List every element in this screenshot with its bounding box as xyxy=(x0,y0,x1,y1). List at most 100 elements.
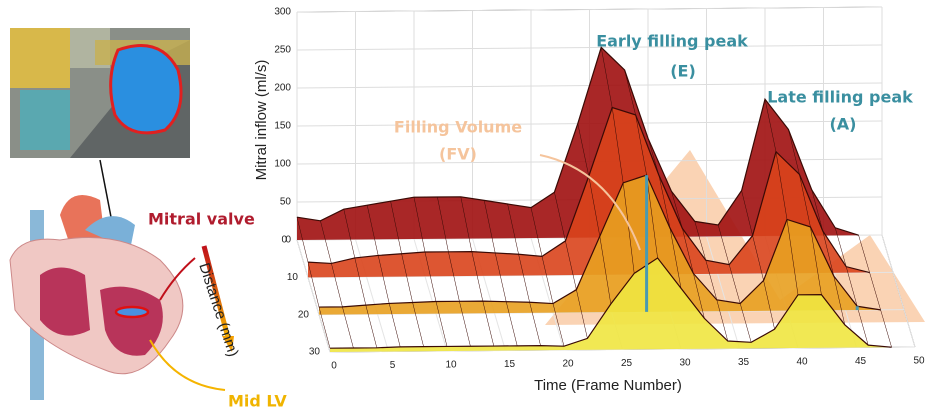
surface-mesh xyxy=(554,192,566,241)
surface-mesh xyxy=(390,201,402,254)
z-tick-label: 50 xyxy=(280,197,292,208)
mid-lv-label: Mid LV xyxy=(228,392,287,411)
surface-mesh xyxy=(318,307,331,349)
surface-mesh xyxy=(786,219,799,295)
surface-mesh xyxy=(576,289,588,339)
surface-mesh xyxy=(611,107,624,183)
surface-mesh xyxy=(822,231,835,277)
distance-arrowhead xyxy=(222,336,234,352)
x-tick-label: 10 xyxy=(445,360,457,371)
surface-mesh xyxy=(869,272,881,310)
surface-mesh xyxy=(799,174,811,227)
late-peak-label: Late filling peak xyxy=(767,88,913,107)
surface-mesh xyxy=(354,257,367,306)
surface-mesh xyxy=(658,175,671,229)
grid-line xyxy=(881,234,916,348)
x-tick-label: 5 xyxy=(390,360,396,371)
x-tick-label: 30 xyxy=(679,358,691,369)
grid-line xyxy=(706,236,740,349)
surface-mesh xyxy=(529,302,541,346)
surface-mesh xyxy=(471,251,484,302)
surface-mesh xyxy=(412,302,424,347)
surface-fill xyxy=(319,175,881,315)
surface-mesh xyxy=(741,190,753,236)
surface-mesh xyxy=(424,251,437,302)
surface-mesh xyxy=(505,301,518,346)
surface-mesh xyxy=(482,301,495,347)
surface-mesh xyxy=(833,276,846,325)
surface-mesh xyxy=(530,207,543,257)
early-peak-code: (E) xyxy=(670,62,696,81)
z-axis-label: Mitral inflow (ml/s) xyxy=(253,60,270,181)
x-tick-label: 25 xyxy=(621,358,633,369)
x-tick-label: 40 xyxy=(796,357,808,368)
z-tick-label: 250 xyxy=(274,45,291,56)
surface-mesh xyxy=(307,262,320,308)
surface-mesh xyxy=(552,303,565,347)
z-tick-label: 0 xyxy=(285,235,291,246)
surface-mesh xyxy=(693,273,705,319)
surface-mesh xyxy=(717,224,730,265)
z-tick-label: 200 xyxy=(274,83,291,94)
surface-mesh xyxy=(600,47,613,108)
x-tick-label: 50 xyxy=(913,356,925,367)
distance-arrow xyxy=(201,245,231,339)
y-tick-label: 10 xyxy=(287,272,299,283)
z-tick-label: 150 xyxy=(274,121,291,132)
surface-mesh xyxy=(296,217,309,263)
surface-mesh xyxy=(331,263,343,307)
surface-mesh xyxy=(775,151,788,220)
filling-volume-arrow xyxy=(539,154,641,251)
surface-fill xyxy=(308,107,870,278)
midlv-arrow xyxy=(149,339,226,391)
surface-mesh xyxy=(705,260,718,300)
mitral-valve-label: Mitral valve xyxy=(148,210,255,229)
z-tick-label: 300 xyxy=(274,7,291,18)
surface-fill xyxy=(297,47,859,241)
surface-mesh xyxy=(716,299,729,342)
late-peak-code: (A) xyxy=(829,115,856,134)
surface-mesh xyxy=(622,182,635,274)
filling-volume-code: (FV) xyxy=(439,145,477,164)
z-tick-label: 100 xyxy=(274,159,291,170)
mitral-arrow xyxy=(159,257,196,301)
surface-mesh xyxy=(494,252,507,302)
x-tick-label: 15 xyxy=(504,359,516,370)
y-axis-label: Distance (mm) xyxy=(195,261,241,359)
surface-mesh xyxy=(518,254,530,303)
surface-mesh xyxy=(342,306,354,349)
mri-image xyxy=(10,28,190,158)
x-tick-label: 20 xyxy=(562,359,574,370)
surface-mesh xyxy=(764,99,777,152)
surface-mesh xyxy=(739,303,752,343)
surface-mesh xyxy=(413,197,426,253)
surface-mesh xyxy=(635,114,647,176)
surface-mesh xyxy=(577,123,590,177)
surface-mesh xyxy=(599,236,612,305)
surface-mesh xyxy=(460,196,473,252)
surface-mesh xyxy=(437,196,449,252)
surface-mesh xyxy=(646,175,658,259)
surface-mesh xyxy=(682,228,694,274)
surface-mesh xyxy=(810,226,822,295)
filling-volume-label: Filling Volume xyxy=(394,118,522,137)
surface-mesh xyxy=(647,138,660,176)
surface-mesh xyxy=(624,69,636,115)
surface-mesh xyxy=(343,209,356,258)
surface-mesh xyxy=(365,305,378,348)
surface-mesh xyxy=(880,309,892,348)
x-axis-label: Time (Frame Number) xyxy=(534,377,682,394)
surface-mesh xyxy=(401,253,413,303)
surface-mesh xyxy=(671,191,683,229)
surface-mesh xyxy=(483,200,496,253)
x-tick-label: 35 xyxy=(738,357,750,368)
early-peak-label: Early filling peak xyxy=(596,32,748,51)
surface-mesh xyxy=(565,240,577,290)
surface-mesh xyxy=(459,301,471,347)
x-tick-label: 45 xyxy=(855,356,867,367)
surface-mesh xyxy=(588,176,601,237)
surface-mesh xyxy=(763,280,775,330)
surface-mesh xyxy=(541,256,554,304)
surface-mesh xyxy=(811,189,824,232)
